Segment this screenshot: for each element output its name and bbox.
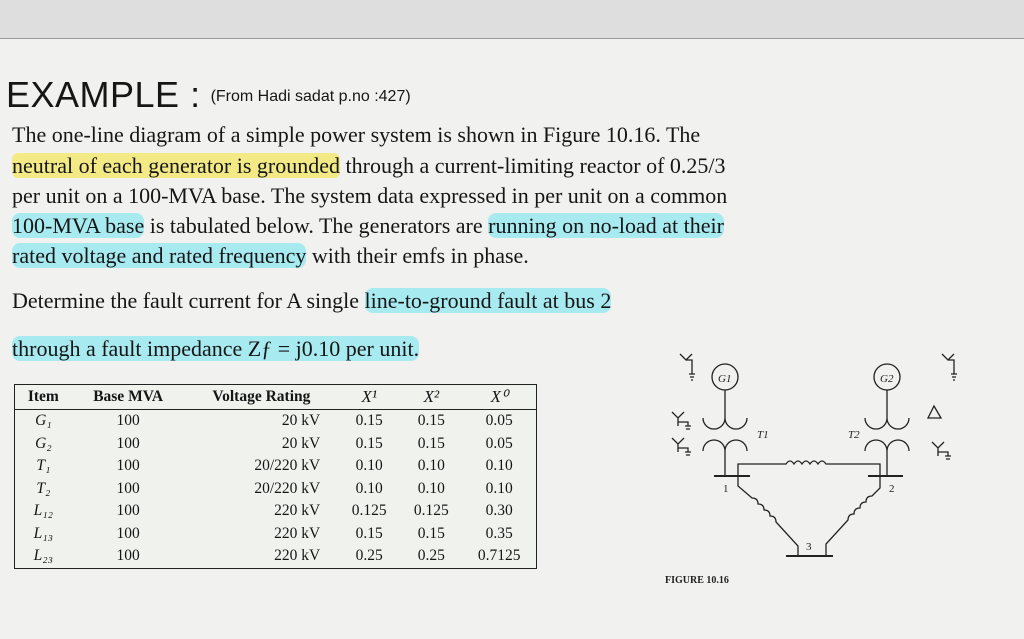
highlight: through a fault impedance Zƒ = j0.10 per… — [12, 336, 420, 361]
t1-label: T1 — [757, 429, 769, 441]
highlight: neutral of each generator is grounded — [12, 153, 341, 178]
source-note: (From Hadi sadat p.no :427) — [210, 88, 411, 106]
table-cell: 0.05 — [485, 412, 513, 429]
col-header: X⁰ — [462, 384, 537, 410]
table-cell: 100 — [116, 412, 140, 429]
table-cell: 0.15 — [417, 524, 445, 542]
table-cell: 220 kV — [274, 547, 321, 564]
line-l13 — [737, 476, 799, 556]
table-cell: L₁₃ — [33, 524, 54, 542]
col-header: X² — [400, 384, 463, 410]
table-cell: 220 kV — [274, 502, 321, 519]
bus2-label: 2 — [889, 483, 895, 495]
text: with their emfs in phase. — [306, 243, 529, 268]
table-cell: 100 — [116, 457, 140, 474]
table-cell: G₁ — [35, 412, 52, 429]
wye-grounded-icon — [931, 441, 951, 460]
paragraph-line: per unit on a 100-MVA base. The system d… — [12, 183, 728, 208]
paragraph-line: rated voltage and rated frequency with t… — [12, 243, 529, 269]
table-cell: 0.10 — [485, 457, 513, 474]
top-band — [0, 0, 1024, 39]
table-cell: 0.7125 — [477, 547, 521, 564]
col-header: X¹ — [338, 384, 401, 410]
bus1-label: 1 — [723, 483, 729, 495]
table-row: L₁₃ 100 220 kV 0.15 0.15 0.35 — [15, 523, 537, 546]
table-cell: T₁ — [36, 457, 51, 474]
question-line: Determine the fault current for A single… — [12, 288, 612, 314]
question-line: through a fault impedance Zƒ = j0.10 per… — [12, 336, 420, 362]
table-cell: 0.10 — [485, 479, 513, 497]
table-cell: 0.125 — [413, 502, 449, 519]
t2-primary — [864, 390, 910, 430]
wye-grounded-reactor-icon — [679, 353, 695, 381]
table-cell: 0.30 — [485, 502, 513, 519]
col-header: Base MVA — [71, 384, 185, 410]
line-l23 — [825, 476, 881, 556]
delta-icon — [926, 404, 943, 419]
t1-secondary — [702, 439, 748, 476]
table-cell: 0.05 — [485, 434, 513, 452]
table-cell: 220 kV — [274, 524, 321, 542]
table-cell: 20 kV — [281, 434, 321, 452]
table-cell: 100 — [116, 502, 140, 519]
table-cell: L₂₃ — [33, 547, 54, 564]
figure-caption: FIGURE 10.16 — [665, 575, 729, 586]
t2-label: T2 — [848, 429, 860, 441]
table-cell: 0.10 — [355, 457, 383, 474]
table-cell: 100 — [116, 434, 140, 452]
highlight: 100-MVA base — [12, 213, 145, 238]
table-row: L₂₃ 100 220 kV 0.25 0.25 0.7125 — [15, 545, 537, 568]
table-cell: 0.35 — [485, 524, 513, 542]
table-cell: 0.125 — [351, 502, 387, 519]
slide-title: EXAMPLE : (From Hadi sadat p.no :427) — [6, 74, 411, 115]
highlight: line-to-ground fault at bus 2 — [364, 288, 612, 313]
table-row: T₁ 100 20/220 kV 0.10 0.10 0.10 — [15, 455, 537, 478]
wye-grounded-reactor-icon — [941, 353, 957, 381]
paragraph-line: neutral of each generator is grounded th… — [12, 153, 726, 179]
table-cell: 0.15 — [417, 412, 445, 429]
paragraph-line: 100-MVA base is tabulated below. The gen… — [12, 213, 724, 239]
text: is tabulated below. The generators are — [144, 213, 489, 238]
table-cell: 0.10 — [355, 479, 383, 497]
highlight: running on no-load at their — [488, 213, 724, 238]
bus3-label: 3 — [806, 541, 812, 553]
table-cell: G₂ — [35, 434, 52, 452]
table-cell: 0.10 — [417, 479, 445, 497]
g1-label: G1 — [718, 373, 731, 385]
one-line-diagram: G1 G2 T1 T2 1 2 3 FIGURE 10.16 — [665, 353, 957, 586]
wye-grounded-icon — [671, 437, 691, 456]
g2-label: G2 — [880, 373, 894, 385]
table-cell: 100 — [116, 479, 140, 497]
text: through a current-limiting reactor of 0.… — [340, 153, 726, 178]
col-header: Item — [14, 384, 72, 410]
paragraph-line: The one-line diagram of a simple power s… — [12, 122, 701, 147]
table-cell: 20/220 kV — [254, 457, 321, 474]
text: Determine the fault current for A single — [12, 288, 365, 313]
table-cell: 0.25 — [417, 547, 445, 564]
col-header: Voltage Rating — [184, 384, 339, 410]
table-cell: 0.10 — [417, 457, 445, 474]
t2-secondary — [864, 439, 910, 476]
table-cell: 100 — [116, 524, 140, 542]
table-cell: T₂ — [36, 479, 51, 497]
t1-primary — [702, 390, 748, 430]
buses — [714, 475, 903, 557]
highlight: rated voltage and rated frequency — [12, 243, 307, 268]
wye-grounded-icon — [671, 411, 691, 430]
table-row: G₁ 100 20 kV 0.15 0.15 0.05 — [15, 410, 537, 433]
table-cell: 0.15 — [355, 434, 383, 452]
table-cell: 100 — [116, 547, 140, 564]
system-data-table: Item Base MVA Voltage Rating X¹ X² X⁰ G₁… — [14, 384, 537, 569]
table-cell: 20/220 kV — [254, 479, 321, 497]
table-cell: 0.25 — [355, 547, 383, 564]
table-row: L₁₂ 100 220 kV 0.125 0.125 0.30 — [15, 500, 537, 523]
table-cell: 0.15 — [417, 434, 445, 452]
line-l12 — [737, 460, 881, 476]
table-row: G₂ 100 20 kV 0.15 0.15 0.05 — [15, 433, 537, 456]
table-cell: 0.15 — [355, 412, 383, 429]
table-cell: L₁₂ — [33, 502, 54, 519]
table-row: T₂ 100 20/220 kV 0.10 0.10 0.10 — [15, 478, 537, 501]
table-cell: 0.15 — [355, 524, 383, 542]
table-cell: 20 kV — [281, 412, 321, 429]
